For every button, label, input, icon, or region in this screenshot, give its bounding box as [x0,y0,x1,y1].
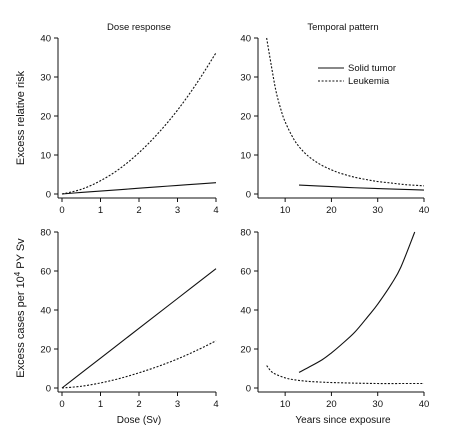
y-tick-label-bl-40: 40 [40,306,51,317]
y-tick-label-tr-10: 10 [240,151,251,162]
legend: Solid tumor Leukemia [318,63,396,87]
x-tick-label-tl-4: 4 [213,205,218,216]
series-leukemia-tl [61,52,217,195]
y-tick-label-tr-30: 30 [240,73,251,84]
ylabel-bottom-unit: PY Sv [15,238,27,272]
x-tick-label-br-20: 20 [326,399,337,410]
x-tick-label-bl-3: 3 [175,399,180,410]
x-tick-label-tr-10: 10 [280,205,291,216]
series-solid-tumor-tl [61,182,217,195]
x-tick-label-br-40: 40 [419,399,430,410]
y-tick-label-br-80: 80 [240,228,251,239]
y-tick-label-bl-20: 20 [40,345,51,356]
x-tick-label-bl-4: 4 [213,399,218,410]
series-leukemia-tr [266,37,425,187]
y-tick-label-br-20: 20 [240,345,251,356]
panel-title-tl: Dose response [107,22,171,33]
ylabel-bottom: Excess cases per 104 PY Sv [13,238,28,378]
x-tick-label-tl-0: 0 [59,205,64,216]
y-tick-label-tl-10: 10 [40,151,51,162]
legend-solid-label: Solid tumor [348,63,396,74]
x-tick-label-br-30: 30 [372,399,383,410]
y-tick-label-br-40: 40 [240,306,251,317]
x-tick-label-bl-1: 1 [98,399,103,410]
y-tick-label-bl-60: 60 [40,267,51,278]
x-tick-label-br-10: 10 [280,399,291,410]
x-axis-label-bl: Dose (Sv) [117,415,161,426]
panel-tr: 10 20 30 40 0 10 20 30 40 Temporal pattern [240,22,429,216]
x-axis-label-br: Years since exposure [295,415,391,426]
x-tick-label-bl-2: 2 [136,399,141,410]
x-tick-label-tr-20: 20 [326,205,337,216]
x-tick-label-tl-1: 1 [98,205,103,216]
ylabel-bottom-main: Excess cases per 10 [15,276,27,378]
panel-title-tr: Temporal pattern [307,22,378,33]
series-leukemia-br [266,365,424,385]
y-tick-label-br-60: 60 [240,267,251,278]
y-tick-label-tl-20: 20 [40,112,51,123]
y-tick-label-tr-20: 20 [240,112,251,123]
series-solid-tumor-br [298,231,416,373]
y-tick-label-tl-0: 0 [46,190,51,201]
ylabel-bottom-exponent: 4 [13,271,22,276]
ylabel-top: Excess relative risk [15,70,27,165]
x-tick-label-bl-0: 0 [59,399,64,410]
y-tick-label-tr-0: 0 [246,190,251,201]
y-tick-label-bl-0: 0 [46,384,51,395]
x-tick-label-tr-30: 30 [372,205,383,216]
x-tick-label-tl-3: 3 [175,205,180,216]
y-tick-label-bl-80: 80 [40,228,51,239]
y-tick-label-tr-40: 40 [240,34,251,45]
y-tick-label-tl-40: 40 [40,34,51,45]
series-solid-tumor-bl [61,268,217,389]
y-tick-label-br-0: 0 [246,384,251,395]
series-leukemia-bl [61,340,217,389]
panel-br: 10 20 30 40 0 20 40 60 80 Years since exposure [240,228,429,427]
series-solid-tumor-tr [299,184,425,191]
x-tick-label-tr-40: 40 [419,205,430,216]
y-tick-label-tl-30: 30 [40,73,51,84]
x-tick-label-tl-2: 2 [136,205,141,216]
legend-dotted-label: Leukemia [348,76,390,87]
